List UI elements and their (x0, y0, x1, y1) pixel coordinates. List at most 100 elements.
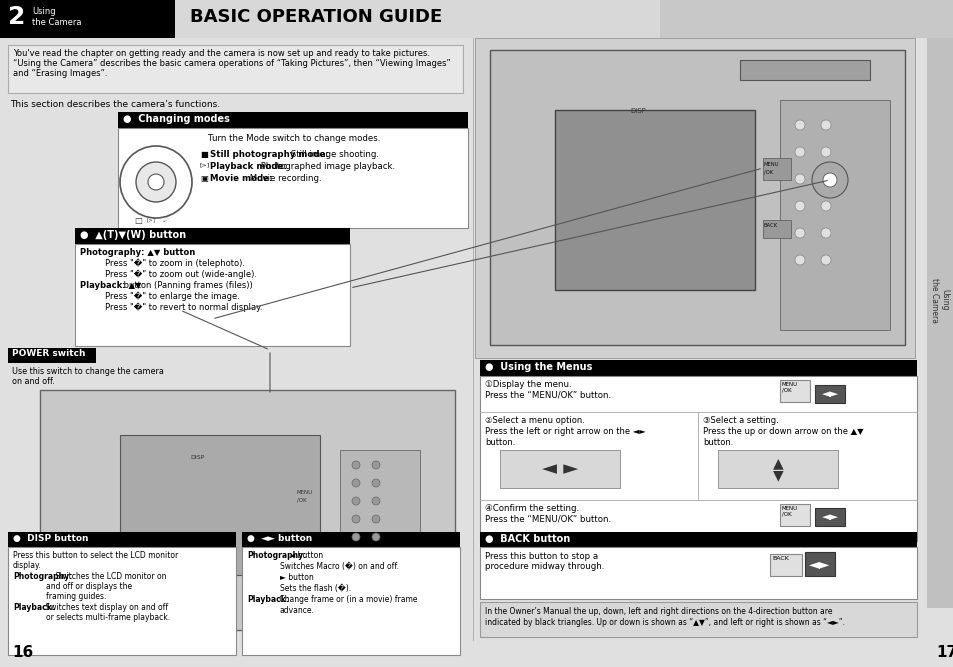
Text: Press "�" to enlarge the image.: Press "�" to enlarge the image. (105, 292, 239, 301)
Circle shape (821, 228, 830, 238)
Circle shape (352, 461, 359, 469)
Circle shape (136, 162, 175, 202)
Text: button.: button. (484, 438, 515, 447)
Text: display.: display. (13, 561, 42, 570)
Text: Press the left or right arrow on the ◄►: Press the left or right arrow on the ◄► (484, 427, 645, 436)
Bar (8, 547, 235, 655)
Text: 17: 17 (935, 645, 953, 660)
Bar (75, 228, 350, 244)
Text: advance.: advance. (280, 606, 314, 615)
Circle shape (794, 174, 804, 184)
Text: button (Panning frames (files)): button (Panning frames (files)) (121, 281, 253, 290)
Bar (762, 158, 790, 180)
Bar (0, 0, 953, 38)
Text: Playback:: Playback: (13, 603, 55, 612)
Text: [>]: [>] (200, 162, 210, 167)
Circle shape (794, 255, 804, 265)
Circle shape (821, 201, 830, 211)
Text: Press this button to stop a: Press this button to stop a (484, 552, 598, 561)
Text: procedure midway through.: procedure midway through. (484, 562, 604, 571)
Bar (8, 348, 96, 363)
Text: MENU: MENU (763, 162, 779, 167)
Bar (479, 376, 916, 541)
Text: This section describes the camera’s functions.: This section describes the camera’s func… (10, 100, 220, 109)
Circle shape (821, 147, 830, 157)
Text: [>]: [>] (147, 217, 155, 223)
Text: Use this switch to change the camera: Use this switch to change the camera (12, 367, 164, 376)
Bar (479, 360, 916, 376)
Text: ●  ◄► button: ● ◄► button (247, 534, 312, 543)
Text: ◄►: ◄► (808, 557, 830, 571)
Text: You've read the chapter on getting ready and the camera is now set up and ready : You've read the chapter on getting ready… (13, 49, 430, 58)
Text: ①Display the menu.: ①Display the menu. (484, 380, 571, 389)
Text: MENU: MENU (296, 490, 313, 495)
Text: Switches the LCD monitor on: Switches the LCD monitor on (52, 572, 166, 581)
Circle shape (352, 479, 359, 487)
Text: 16: 16 (12, 645, 33, 660)
Text: Press "�" to zoom out (wide-angle).: Press "�" to zoom out (wide-angle). (105, 270, 256, 279)
Text: on and off.: on and off. (12, 377, 54, 386)
Text: Photography: ▲▼ button: Photography: ▲▼ button (80, 248, 195, 257)
Text: ▲
▼: ▲ ▼ (772, 456, 782, 482)
Bar (40, 390, 455, 630)
Text: Movie recording.: Movie recording. (247, 174, 322, 183)
Circle shape (372, 533, 379, 541)
Bar (804, 552, 834, 576)
Text: ■: ■ (200, 150, 208, 159)
Text: ②Select a menu option.: ②Select a menu option. (484, 416, 584, 425)
Circle shape (372, 461, 379, 469)
Text: MENU
/OK: MENU /OK (781, 506, 798, 517)
Text: ④Confirm the setting.: ④Confirm the setting. (484, 504, 578, 513)
Text: In the Owner’s Manual the up, down, left and right directions on the 4-direction: In the Owner’s Manual the up, down, left… (484, 607, 832, 616)
Bar (75, 244, 350, 346)
Text: indicated by black triangles. Up or down is shown as “▲▼”, and left or right is : indicated by black triangles. Up or down… (484, 618, 844, 627)
Bar (769, 554, 801, 576)
Text: ●  Changing modes: ● Changing modes (123, 114, 230, 124)
Text: “Using the Camera” describes the basic camera operations of “Taking Pictures”, t: “Using the Camera” describes the basic c… (13, 59, 450, 68)
Text: Movie mode:: Movie mode: (210, 174, 273, 183)
Text: BACK: BACK (296, 535, 312, 540)
Text: MENU
/OK: MENU /OK (781, 382, 798, 393)
Bar (118, 112, 468, 128)
Text: Press the up or down arrow on the ▲▼: Press the up or down arrow on the ▲▼ (702, 427, 862, 436)
Text: Still photography mode:: Still photography mode: (210, 150, 329, 159)
Text: ► button: ► button (280, 573, 314, 582)
Bar (242, 532, 459, 547)
Bar (479, 602, 916, 637)
Bar (740, 60, 869, 80)
Text: BACK: BACK (763, 223, 778, 228)
Bar (555, 110, 754, 290)
Circle shape (148, 174, 164, 190)
Text: ▣: ▣ (200, 174, 208, 183)
Text: /OK: /OK (763, 170, 772, 175)
Bar (814, 385, 844, 403)
Circle shape (352, 533, 359, 541)
Text: and “Erasing Images”.: and “Erasing Images”. (13, 69, 108, 78)
Text: BACK: BACK (771, 556, 788, 561)
Circle shape (372, 479, 379, 487)
Bar (118, 128, 468, 228)
Circle shape (811, 162, 847, 198)
Bar (0, 0, 174, 38)
Text: Using
the Camera: Using the Camera (929, 277, 948, 323)
Text: Press this button to select the LCD monitor: Press this button to select the LCD moni… (13, 551, 178, 560)
Circle shape (822, 173, 836, 187)
Bar (339, 450, 419, 550)
Circle shape (352, 497, 359, 505)
Text: Change frame or (in a movie) frame: Change frame or (in a movie) frame (276, 595, 416, 604)
Circle shape (794, 147, 804, 157)
Text: ◄ button: ◄ button (286, 551, 322, 560)
Bar (814, 508, 844, 526)
Text: 2: 2 (8, 5, 26, 29)
Text: Photographed image playback.: Photographed image playback. (257, 162, 395, 171)
Text: Playback:: Playback: (247, 595, 289, 604)
Circle shape (821, 255, 830, 265)
Text: Press "�" to revert to normal display.: Press "�" to revert to normal display. (105, 303, 262, 312)
Text: POWER switch: POWER switch (12, 349, 86, 358)
Bar (479, 547, 916, 599)
Text: framing guides.: framing guides. (46, 592, 107, 601)
Text: ●  Using the Menus: ● Using the Menus (484, 362, 592, 372)
Text: ◄ ►: ◄ ► (541, 460, 578, 478)
Bar (490, 50, 904, 345)
Text: ◄►: ◄► (821, 389, 838, 399)
